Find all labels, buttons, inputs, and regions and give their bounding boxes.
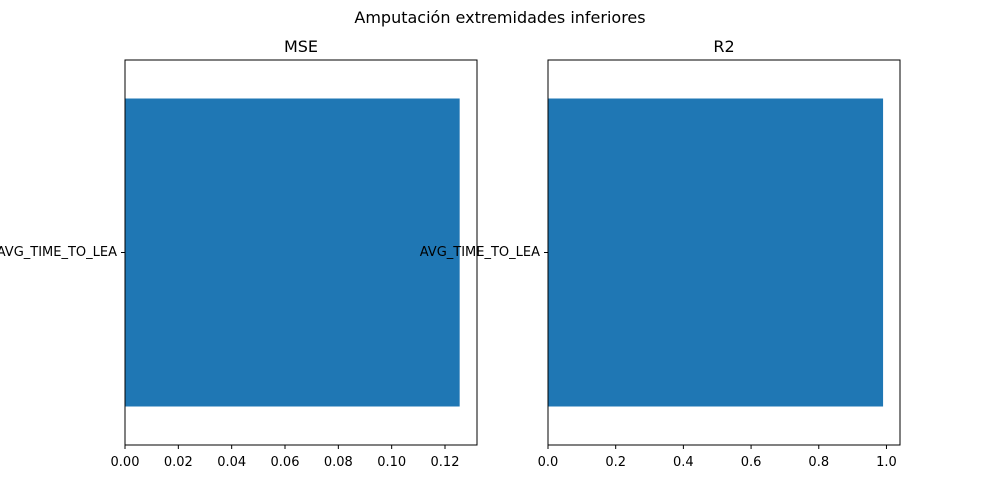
xtick-label-3: 0.06	[271, 455, 300, 470]
panel-title: R2	[713, 37, 734, 56]
xtick-label-0: 0.0	[538, 455, 559, 470]
xtick-label-0: 0.00	[111, 455, 140, 470]
xtick-label-1: 0.02	[164, 455, 193, 470]
xtick-label-5: 1.0	[876, 455, 897, 470]
xtick-label-2: 0.4	[673, 455, 694, 470]
chart-panel-mse: AVG_TIME_TO_LEA 0.00 0.02 0.04 0.06 0.08 0.10 0…	[0, 37, 478, 470]
bar-mse-0	[125, 98, 460, 407]
chart-panels: AVG_TIME_TO_LEA 0.00 0.02 0.04 0.06 0.08 0.10 0…	[0, 37, 901, 470]
figure-suptitle: Amputación extremidades inferiores	[354, 8, 645, 27]
xtick-label-3: 0.6	[741, 455, 762, 470]
xtick-label-2: 0.04	[217, 455, 246, 470]
xtick-label-6: 0.12	[431, 455, 460, 470]
chart-panel-r2: AVG_TIME_TO_LEA 0.0 0.2 0.4 0.6 0.8 1.0 R2	[420, 37, 901, 470]
panel-title: MSE	[284, 37, 318, 56]
axes-frame	[124, 59, 478, 446]
xtick-label-1: 0.2	[605, 455, 626, 470]
ytick-label-0: AVG_TIME_TO_LEA	[420, 245, 540, 260]
ytick-label-0: AVG_TIME_TO_LEA	[0, 245, 117, 260]
xtick-label-5: 0.10	[377, 455, 406, 470]
xtick-label-4: 0.8	[808, 455, 829, 470]
bar-r2-0	[548, 98, 884, 407]
axes-frame	[547, 59, 901, 446]
xtick-label-4: 0.08	[324, 455, 353, 470]
